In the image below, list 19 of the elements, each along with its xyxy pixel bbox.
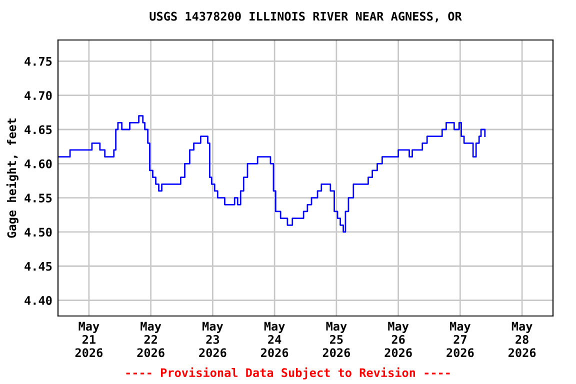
- y-tick-label: 4.45: [24, 262, 52, 271]
- y-tick-label: 4.40: [24, 296, 52, 305]
- chart-title: USGS 14378200 ILLINOIS RIVER NEAR AGNESS, OR: [150, 12, 462, 22]
- y-tick-label: 4.55: [24, 194, 52, 202]
- x-tick-label: May 21 2026: [75, 322, 103, 358]
- y-axis-title: Gage height, feet: [6, 118, 18, 238]
- x-tick-label: May 26 2026: [384, 322, 412, 358]
- y-tick-label: 4.65: [24, 125, 52, 134]
- x-tick-label: May 25 2026: [322, 322, 350, 358]
- x-tick-label: May 28 2026: [508, 322, 536, 358]
- y-tick-label: 4.60: [24, 159, 52, 168]
- x-tick-label: May 23 2026: [199, 322, 226, 358]
- x-tick-label: May 24 2026: [261, 322, 288, 358]
- x-tick-label: May 27 2026: [446, 322, 474, 358]
- text: ---- Provisional Data Subject to Revision ----: [126, 367, 450, 380]
- y-tick-label: 4.70: [24, 91, 52, 100]
- y-tick-label: 4.50: [24, 228, 52, 237]
- x-tick-label: May 22 2026: [137, 322, 164, 358]
- y-tick-label: 4.75: [24, 57, 52, 66]
